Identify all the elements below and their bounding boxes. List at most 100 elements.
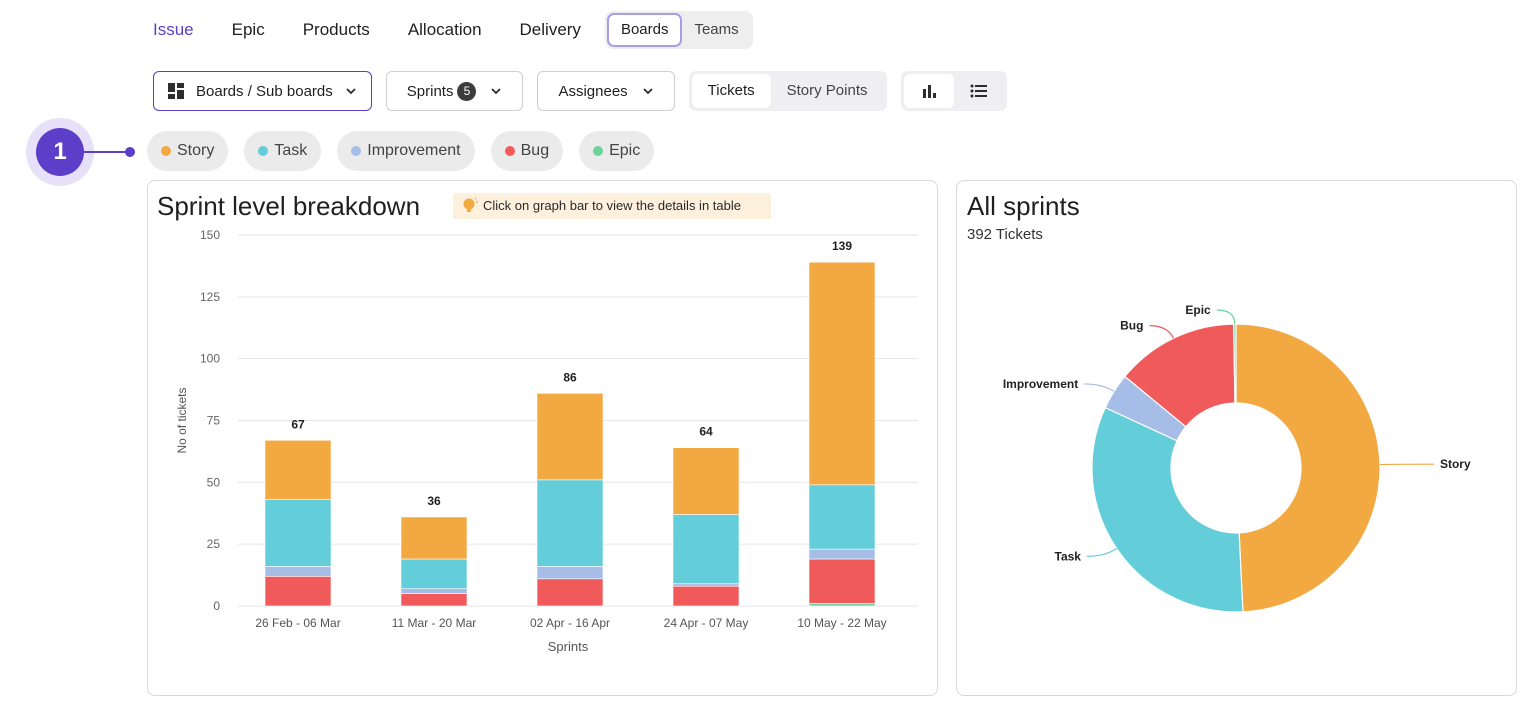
slice-label: Story [1440,457,1471,471]
task-dot-icon [258,146,269,156]
boards-teams-toggle: Boards Teams [604,11,753,49]
bar-segment-task[interactable] [672,514,740,585]
assignees-dropdown[interactable]: Assignees [537,71,675,111]
hint-banner: Click on graph bar to view the details i… [453,193,771,219]
bar-segment-improvement[interactable] [672,583,740,587]
bar-segment-improvement[interactable] [536,566,604,580]
y-tick-label: 75 [207,414,221,428]
lightbulb-icon [463,197,478,212]
y-tick-label: 0 [213,599,220,613]
legend-chip-improvement[interactable]: Improvement [337,131,475,171]
sprints-dropdown-label: Sprints [406,82,454,100]
bar-segment-bug[interactable] [672,585,740,607]
issue-type-legend: Story Task Improvement Bug Epic [147,131,670,171]
bar-segment-bug[interactable] [264,576,332,607]
x-tick-label: 11 Mar - 20 Mar [392,616,476,630]
bar-segment-epic[interactable] [808,603,876,607]
bar-segment-bug[interactable] [536,578,604,607]
bar-segment-task[interactable] [808,484,876,550]
legend-chip-bug[interactable]: Bug [490,131,564,171]
slice-leader-line [1086,547,1117,557]
slice-label: Improvement [1003,377,1078,391]
legend-label: Story [177,142,215,159]
nav-tab-allocation[interactable]: Allocation [407,20,482,39]
top-nav: Issue Epic Products Allocation Delivery … [153,11,753,49]
bar-segment-story[interactable] [400,516,468,560]
chevron-down-icon [643,88,653,95]
boards-dropdown[interactable]: Boards / Sub boards [153,71,372,111]
bar-total-label: 67 [291,417,305,431]
bar-segment-story[interactable] [808,261,876,486]
chevron-down-icon [491,88,502,95]
story-dot-icon [161,146,171,156]
callout-number: 1 [36,128,84,176]
y-tick-label: 50 [207,475,221,489]
nav-tab-epic[interactable]: Epic [231,20,265,39]
y-tick-label: 125 [200,290,220,304]
nav-tab-delivery[interactable]: Delivery [519,20,581,39]
hint-text: Click on graph bar to view the details i… [483,198,741,213]
y-tick-label: 100 [200,352,220,366]
bar-segment-bug[interactable] [808,558,876,604]
slice-label: Bug [1120,319,1143,333]
callout-connector [84,151,128,153]
toggle-boards[interactable]: Boards [606,13,683,47]
bar-segment-improvement[interactable] [400,588,468,594]
bar-segment-story[interactable] [264,439,332,500]
boards-dropdown-label: Boards / Sub boards [196,82,333,100]
filter-bar: Boards / Sub boards Sprints 5 Assignees … [153,71,1021,111]
callout-dot [125,147,135,157]
slice-leader-line [1084,383,1115,392]
card-title: Sprint level breakdown [157,191,421,221]
all-sprints-card: All sprints 392 Tickets Story Task Improve… [956,180,1517,696]
x-tick-label: 10 May - 22 May [797,616,886,630]
bar-segment-improvement[interactable] [264,566,332,577]
legend-label: Improvement [367,142,461,159]
donut-slice-story[interactable] [1235,323,1381,613]
slice-leader-line [1216,309,1236,325]
improvement-dot-icon [351,146,362,156]
nav-tab-products[interactable]: Products [302,20,370,39]
bar-segment-task[interactable] [400,558,468,589]
metric-story-points[interactable]: Story Points [786,82,868,99]
assignees-dropdown-label: Assignees [558,82,628,100]
slice-label: Epic [1185,303,1211,317]
bar-chart-icon[interactable] [903,74,954,108]
bar-total-label: 64 [699,425,713,439]
bar-segment-bug[interactable] [400,593,468,607]
sprints-dropdown[interactable]: Sprints 5 [385,71,524,111]
chevron-down-icon [346,88,356,95]
legend-chip-story[interactable]: Story [147,131,229,171]
nav-tab-issue[interactable]: Issue [153,20,194,39]
donut-slice-task[interactable] [1091,406,1244,613]
legend-label: Task [274,142,308,159]
card-title: All sprints [967,191,1080,221]
legend-label: Epic [609,142,641,159]
x-tick-label: 26 Feb - 06 Mar [255,616,340,630]
sprint-breakdown-card: Sprint level breakdown Click on graph ba… [147,180,938,696]
sprints-count-badge: 5 [457,81,477,101]
list-icon[interactable] [954,74,1004,108]
bar-segment-story[interactable] [536,392,604,481]
epic-dot-icon [593,146,604,156]
donut-chart: Story Task Improvement Bug Epic [1003,303,1471,613]
x-axis-label: Sprints [548,639,589,654]
slice-label: Task [1055,549,1082,563]
y-tick-label: 150 [200,228,220,242]
donut-slice-epic[interactable] [1233,323,1237,404]
metric-tickets[interactable]: Tickets [691,74,771,108]
y-axis-label: No of tickets [175,387,189,453]
bar-segment-task[interactable] [536,479,604,567]
bar-segment-task[interactable] [264,499,332,567]
y-tick-label: 25 [207,537,221,551]
slice-leader-line [1149,325,1175,339]
dashboard-grid-icon [168,83,184,99]
bar-segment-story[interactable] [672,447,740,515]
legend-chip-task[interactable]: Task [244,131,322,171]
bug-dot-icon [504,146,515,156]
bar-segment-improvement[interactable] [808,548,876,560]
toggle-teams[interactable]: Teams [694,21,739,38]
legend-chip-epic[interactable]: Epic [579,131,655,171]
bar-total-label: 36 [427,494,441,508]
ticket-total: 392 Tickets [967,226,1043,243]
